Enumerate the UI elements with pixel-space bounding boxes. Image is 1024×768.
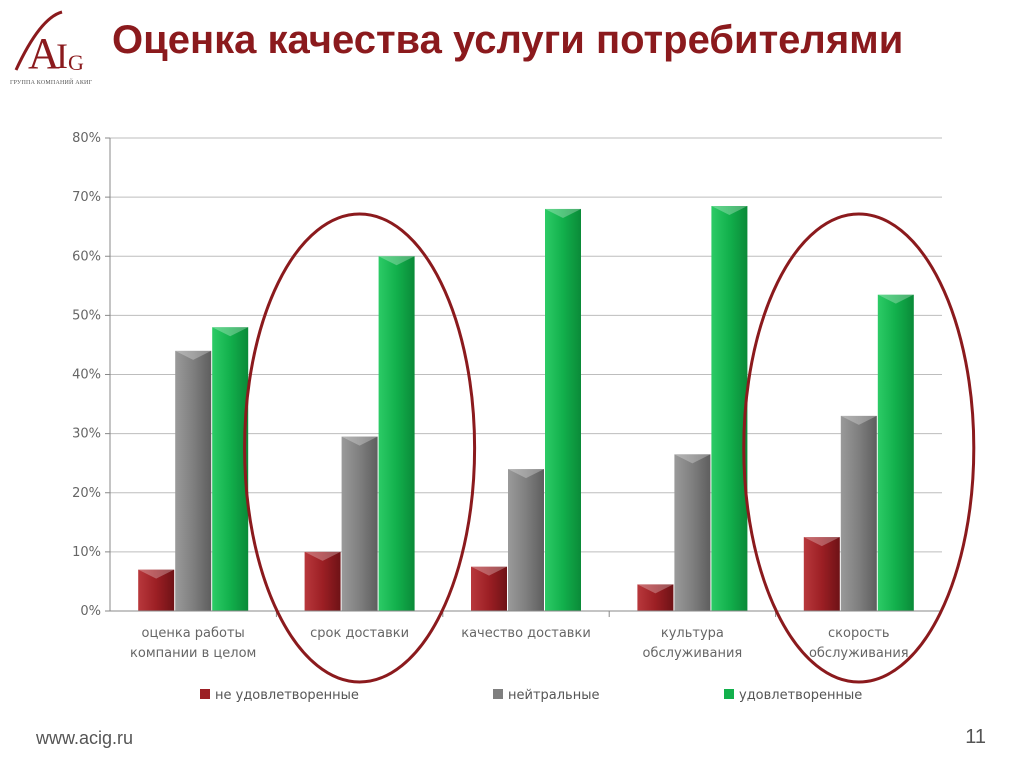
- highlight-ellipse: [742, 212, 976, 684]
- bar-1-2: [304, 551, 341, 611]
- logo-letter-g: G: [68, 50, 84, 75]
- slide-title: Оценка качества услуги потребителями: [112, 18, 904, 62]
- page-number: 11: [965, 726, 986, 748]
- bar-top-bevel: [674, 454, 711, 464]
- logo-letter-i: I: [56, 36, 68, 76]
- logo-caption: ГРУППА КОМПАНИЙ АКИГ: [10, 80, 93, 86]
- bar-top-bevel: [508, 469, 544, 479]
- bar-3-3: [545, 208, 581, 611]
- bar-top-bevel: [304, 551, 341, 561]
- y-tick-label: 20%: [72, 486, 101, 501]
- bar-top-bevel: [840, 415, 877, 425]
- bar-1-4: [637, 584, 674, 611]
- bar-2-2: [341, 436, 378, 611]
- bar-top-bevel: [803, 537, 840, 547]
- company-logo: A I G: [14, 10, 84, 78]
- y-tick-label: 70%: [72, 190, 101, 205]
- footer-url[interactable]: www.acig.ru: [36, 728, 134, 748]
- legend-swatch: [493, 689, 503, 699]
- bar-top-bevel: [471, 566, 507, 576]
- y-tick-label: 80%: [72, 131, 101, 146]
- bar-top-bevel: [212, 327, 249, 337]
- x-category-label: оценка работы: [142, 626, 245, 641]
- bar-2-1: [175, 350, 212, 611]
- y-tick-label: 50%: [72, 308, 101, 323]
- y-tick-label: 40%: [72, 368, 101, 383]
- y-tick-label: 30%: [72, 427, 101, 442]
- bar-top-bevel: [545, 208, 581, 218]
- bar-2-3: [508, 469, 544, 611]
- bar-1-3: [471, 566, 507, 611]
- legend-swatch: [724, 689, 734, 699]
- logo-swoosh: [14, 10, 63, 71]
- bar-top-bevel: [378, 256, 415, 266]
- x-category-label: обслуживания: [643, 646, 743, 661]
- bar-3-4: [711, 205, 748, 611]
- bar-3-5: [877, 294, 914, 611]
- y-tick-label: 0%: [80, 604, 101, 619]
- legend-swatch: [200, 689, 210, 699]
- bar-1-1: [138, 569, 175, 611]
- bar-top-bevel: [637, 584, 674, 594]
- legend-label: не удовлетворенные: [215, 688, 359, 703]
- y-tick-label: 10%: [72, 545, 101, 560]
- y-tick-label: 60%: [72, 249, 101, 264]
- x-category-label: обслуживания: [809, 646, 909, 661]
- x-category-label: культура: [661, 626, 724, 641]
- bar-top-bevel: [138, 569, 175, 579]
- bar-1-5: [803, 537, 840, 611]
- bar-2-4: [674, 454, 711, 611]
- logo-letter-a: A: [28, 29, 60, 78]
- x-category-label: качество доставки: [461, 626, 591, 641]
- x-category-label: компании в целом: [130, 646, 256, 661]
- bar-top-bevel: [175, 350, 212, 360]
- bar-2-5: [840, 415, 877, 611]
- bar-top-bevel: [711, 205, 748, 215]
- bar-top-bevel: [341, 436, 378, 446]
- bar-3-2: [378, 256, 415, 611]
- highlight-ellipse: [243, 212, 477, 684]
- legend-label: нейтральные: [508, 688, 599, 703]
- bar-top-bevel: [877, 294, 914, 304]
- x-category-label: скорость: [828, 626, 890, 641]
- x-category-label: срок доставки: [310, 626, 409, 641]
- legend-label: удовлетворенные: [739, 688, 862, 703]
- bar-3-1: [212, 327, 249, 611]
